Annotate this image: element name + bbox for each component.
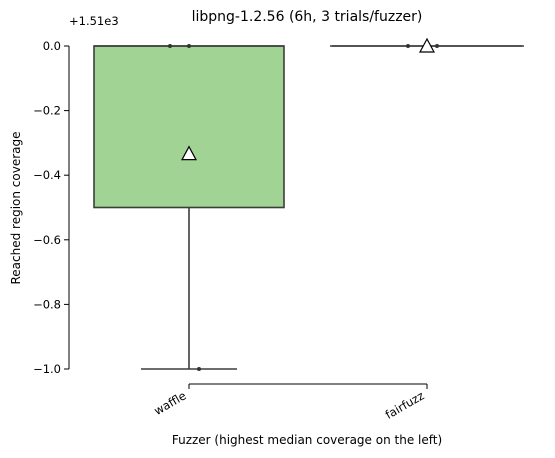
y-tick-label: −0.6: [33, 233, 61, 247]
y-offset-label: +1.51e3: [69, 14, 119, 28]
chart-title: libpng-1.2.56 (6h, 3 trials/fuzzer): [192, 9, 423, 25]
x-axis: waffle fairfuzz: [151, 383, 428, 422]
mean-marker: [418, 37, 436, 53]
y-tick-label: 0.0: [43, 39, 61, 53]
data-point: [435, 44, 439, 48]
data-point: [168, 44, 172, 48]
y-tick-label: −0.4: [33, 168, 61, 182]
box-fairfuzz: [330, 37, 524, 53]
y-tick-label: −0.2: [33, 104, 61, 118]
box-waffle: [93, 44, 285, 371]
y-tick-label: −1.0: [33, 362, 61, 376]
data-point: [406, 44, 410, 48]
mean-marker: [180, 145, 198, 161]
y-axis-label: Reached region coverage: [9, 131, 23, 284]
x-axis-label: Fuzzer (highest median coverage on the l…: [172, 433, 442, 447]
box-body: [93, 45, 285, 209]
y-tick-label: −0.8: [33, 297, 61, 311]
x-tick-label-waffle: waffle: [151, 388, 188, 417]
y-axis: 0.0 −0.2 −0.4 −0.6 −0.8 −1.0: [33, 39, 70, 376]
x-tick-label-fairfuzz: fairfuzz: [383, 388, 427, 421]
data-point: [197, 367, 201, 371]
data-point: [187, 44, 191, 48]
plot-area: [93, 37, 524, 371]
